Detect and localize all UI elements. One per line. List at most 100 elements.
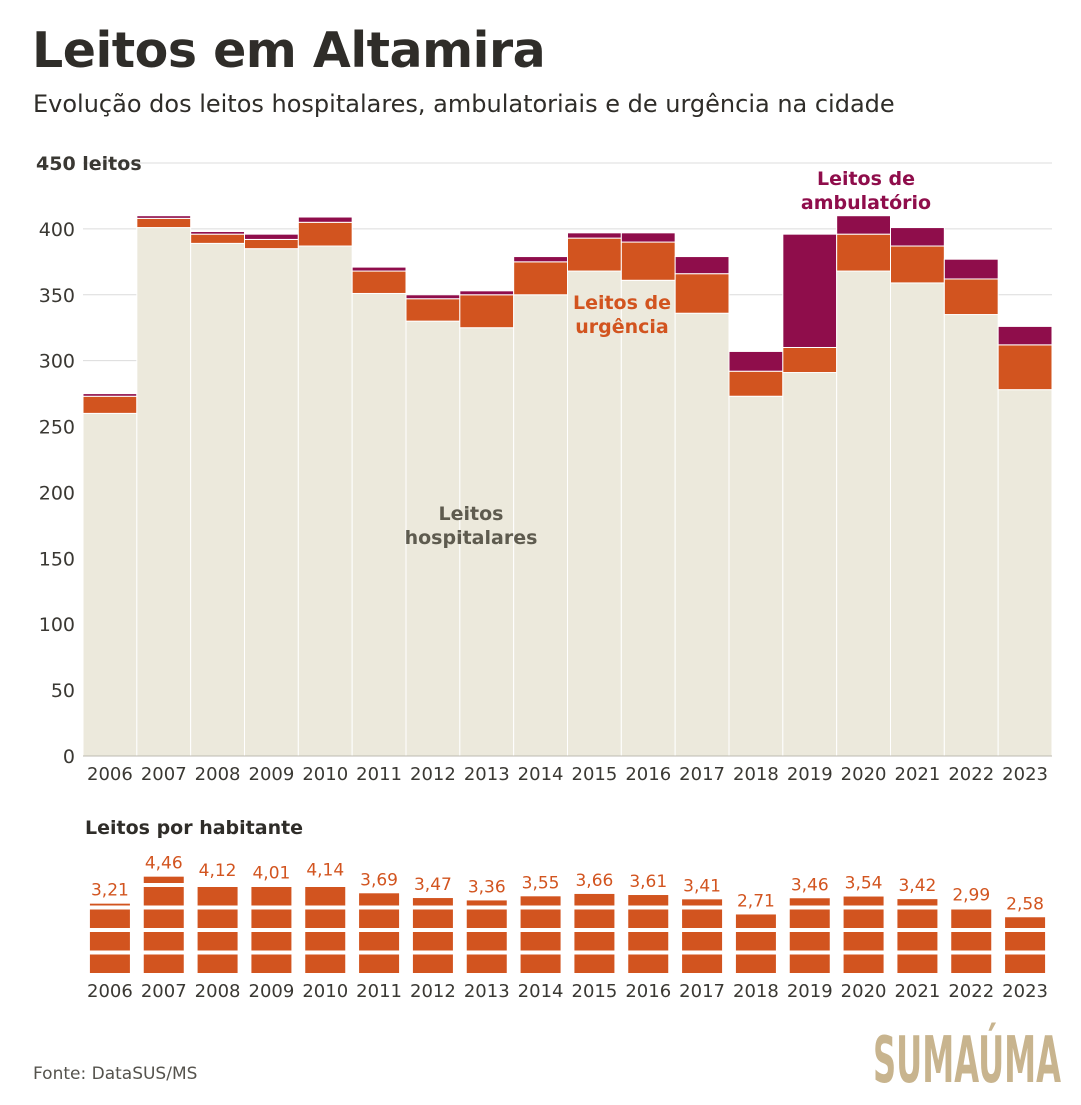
- bar-hospitalares-2017: [674, 312, 730, 757]
- per-capita-bar-2010-segment: [305, 887, 346, 906]
- x-tick-label: 2014: [518, 764, 564, 785]
- x-tick-label: 2007: [141, 981, 187, 1002]
- per-capita-bar-2016-segment: [628, 932, 669, 951]
- per-capita-bar-2008-segment: [197, 954, 238, 973]
- per-capita-bar-2014-segment: [520, 896, 561, 906]
- bar-ambulatorio-2010: [297, 216, 353, 223]
- bar-ambulatorio-2013: [459, 290, 515, 296]
- per-capita-bar-2012-segment: [412, 954, 453, 973]
- per-capita-bar-2020-segment: [843, 909, 884, 928]
- x-tick-label: 2015: [572, 981, 618, 1002]
- per-capita-bar-2008-segment: [197, 887, 238, 906]
- bar-ambulatorio-2023: [997, 325, 1053, 346]
- per-capita-value-label: 3,66: [575, 871, 613, 891]
- per-capita-bar-2009-segment: [251, 954, 292, 973]
- x-tick-label: 2021: [895, 764, 941, 785]
- per-capita-bar-2017-segment: [682, 932, 723, 951]
- x-tick-label: 2007: [141, 764, 187, 785]
- bar-hospitalares-2021: [890, 282, 945, 757]
- bar-ambulatorio-2020: [836, 215, 892, 235]
- x-tick-label: 2013: [464, 764, 510, 785]
- bar-urgencia-2008: [190, 233, 246, 244]
- per-capita-bar-2021-segment: [897, 954, 938, 973]
- x-tick-label: 2009: [249, 764, 295, 785]
- per-capita-value-label: 4,46: [145, 854, 183, 874]
- y-tick-label: 250: [39, 417, 75, 439]
- x-tick-label: 2010: [302, 981, 348, 1002]
- bar-urgencia-2010: [297, 221, 353, 247]
- x-tick-label: 2021: [895, 981, 941, 1002]
- bar-urgencia-2007: [136, 217, 192, 229]
- per-capita-bar-2010-segment: [305, 909, 346, 928]
- per-capita-bar-2021-segment: [897, 899, 938, 906]
- per-capita-bar-2018-segment: [735, 954, 776, 973]
- per-capita-bar-2011-segment: [359, 893, 400, 906]
- x-tick-label: 2012: [410, 981, 456, 1002]
- per-capita-bar-2015-segment: [574, 909, 615, 928]
- bar-urgencia-2016: [620, 241, 676, 281]
- bar-ambulatorio-2022: [943, 258, 999, 280]
- bar-hospitalares-2015: [567, 270, 622, 757]
- x-tick-label: 2011: [356, 764, 402, 785]
- per-capita-bar-2023-segment: [1005, 932, 1046, 951]
- series-label-urgencia: Leitos de urgência: [573, 292, 671, 338]
- bar-urgencia-2006: [82, 395, 138, 414]
- x-tick-label: 2014: [518, 981, 564, 1002]
- bar-urgencia-2015: [567, 237, 622, 272]
- bar-hospitalares-2006: [82, 412, 138, 757]
- bar-urgencia-2022: [943, 278, 999, 316]
- bar-urgencia-2017: [674, 273, 730, 314]
- x-tick-label: 2013: [464, 981, 510, 1002]
- per-capita-bar-2016-segment: [628, 954, 669, 973]
- x-tick-label: 2010: [302, 764, 348, 785]
- per-capita-bar-2014-segment: [520, 909, 561, 928]
- per-capita-bar-2008-segment: [197, 932, 238, 951]
- chart-title: Leitos em Altamira: [32, 22, 546, 79]
- per-capita-value-label: 3,41: [683, 876, 721, 896]
- series-label-ambulatorio: Leitos de ambulatório: [801, 168, 931, 214]
- per-capita-bar-2019-segment: [789, 898, 830, 906]
- bar-urgencia-2011: [351, 270, 407, 294]
- bar-hospitalares-2023: [997, 389, 1053, 757]
- per-capita-bar-2007-segment: [143, 954, 184, 973]
- x-tick-label: 2015: [572, 764, 618, 785]
- x-tick-label: 2019: [787, 764, 833, 785]
- per-capita-bar-2016-segment: [628, 895, 669, 906]
- x-tick-label: 2022: [948, 981, 994, 1002]
- per-capita-value-label: 3,46: [791, 875, 829, 895]
- x-tick-label: 2018: [733, 981, 779, 1002]
- bar-ambulatorio-2009: [244, 233, 299, 240]
- per-capita-bar-2007-segment: [143, 887, 184, 906]
- per-capita-bar-2017-segment: [682, 899, 723, 906]
- per-capita-bar-2023-segment: [1005, 917, 1046, 928]
- per-capita-bar-2022-segment: [951, 909, 992, 928]
- per-capita-bar-2006-segment: [89, 903, 130, 906]
- per-capita-chart: 3,21 2006 4,46 2007 4,12 2008 4,01 2009 4,14 2010…: [87, 854, 1048, 1002]
- per-capita-value-label: 3,55: [522, 873, 560, 893]
- per-capita-bar-2023-segment: [1005, 954, 1046, 973]
- per-capita-value-label: 4,12: [199, 861, 237, 881]
- per-capita-bar-2009-segment: [251, 932, 292, 951]
- x-tick-label: 2017: [679, 981, 725, 1002]
- per-capita-bar-2014-segment: [520, 954, 561, 973]
- bar-urgencia-2013: [459, 294, 515, 329]
- per-capita-bar-2021-segment: [897, 932, 938, 951]
- chart-subtitle: Evolução dos leitos hospitalares, ambula…: [33, 90, 895, 118]
- x-tick-label: 2016: [625, 981, 671, 1002]
- x-tick-label: 2006: [87, 981, 133, 1002]
- x-tick-label: 2019: [787, 981, 833, 1002]
- per-capita-bar-2015-segment: [574, 954, 615, 973]
- per-capita-value-label: 2,58: [1006, 894, 1044, 914]
- bar-hospitalares-2011: [351, 292, 407, 757]
- per-capita-value-label: 3,47: [414, 875, 452, 895]
- bar-urgencia-2009: [244, 238, 299, 250]
- per-capita-value-label: 3,36: [468, 877, 506, 897]
- per-capita-bar-2017-segment: [682, 954, 723, 973]
- y-tick-label: 100: [39, 614, 75, 636]
- bar-hospitalares-2016: [620, 279, 676, 757]
- bar-hospitalares-2009: [244, 248, 299, 757]
- bar-hospitalares-2019: [782, 372, 838, 757]
- per-capita-bar-2011-segment: [359, 954, 400, 973]
- per-capita-title: Leitos por habitante: [85, 817, 304, 839]
- per-capita-value-label: 3,54: [845, 874, 883, 894]
